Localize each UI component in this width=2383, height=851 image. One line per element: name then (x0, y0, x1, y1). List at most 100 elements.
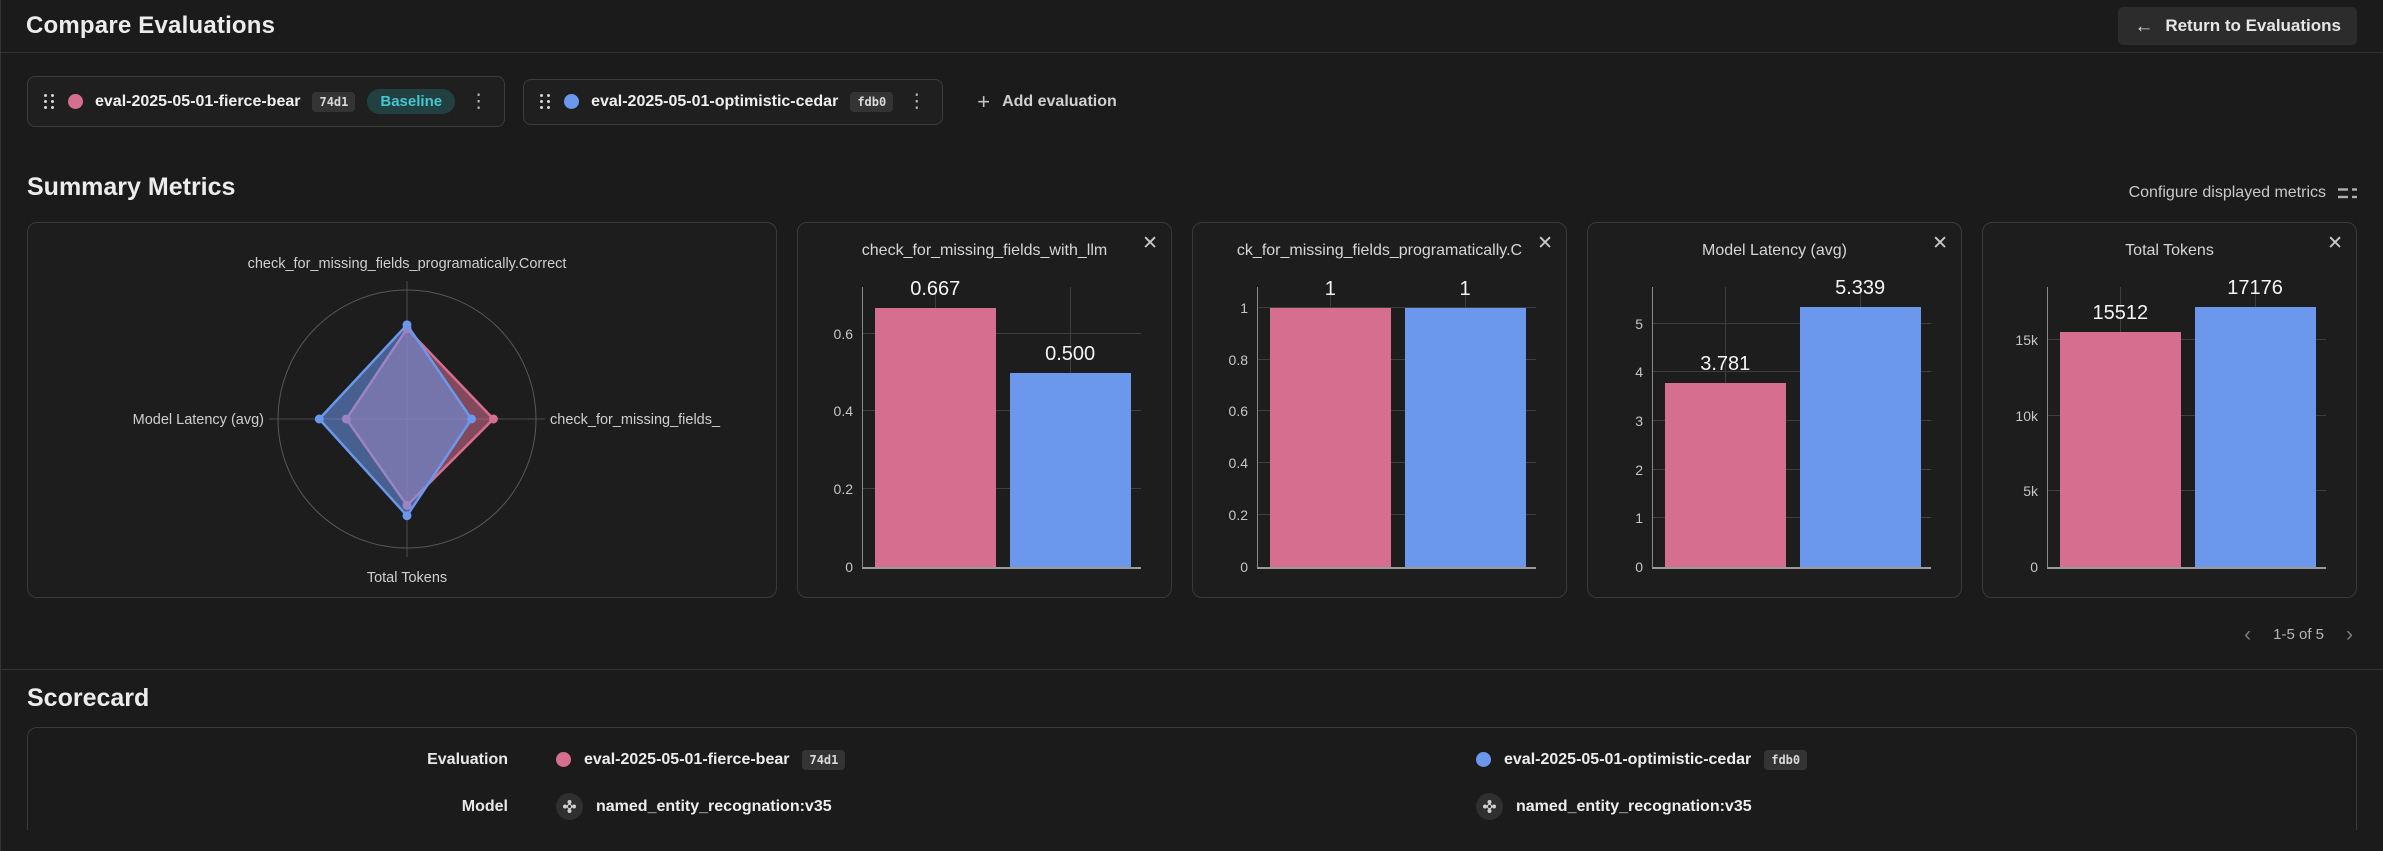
bar-value-label: 3.781 (1700, 352, 1751, 375)
close-icon[interactable]: ✕ (1932, 233, 1948, 254)
drag-handle-icon[interactable] (538, 92, 552, 111)
bar-series-0 (874, 307, 996, 567)
y-axis-tick-label: 0.4 (833, 403, 853, 420)
svg-text:check_for_missing_fields_progr: check_for_missing_fields_programatically… (248, 256, 567, 272)
scorecard-row-evaluation: Evaluation eval-2025-05-01-fierce-bear 7… (28, 736, 2356, 783)
scorecard-model-cell: named_entity_recognation:v35 (508, 793, 1428, 820)
scorecard-panel: Evaluation eval-2025-05-01-fierce-bear 7… (27, 727, 2357, 830)
bar-value-label: 0.667 (910, 277, 961, 300)
drag-handle-icon[interactable] (42, 92, 56, 111)
y-axis-tick-label: 15k (2015, 331, 2038, 348)
page-title: Compare Evaluations (26, 12, 276, 39)
return-button-label: Return to Evaluations (2165, 16, 2341, 35)
model-name[interactable]: named_entity_recognation:v35 (596, 797, 832, 815)
close-icon[interactable]: ✕ (1537, 233, 1553, 254)
y-axis-tick-label: 5 (1635, 315, 1643, 332)
bar-value-label: 17176 (2227, 277, 2283, 300)
bar-value-label: 0.500 (1045, 342, 1096, 365)
kebab-menu-icon[interactable]: ⋮ (907, 91, 927, 112)
evaluation-name: eval-2025-05-01-optimistic-cedar (591, 92, 839, 110)
chart-title: Total Tokens (2125, 242, 2214, 259)
evaluation-hash-badge: fdb0 (1764, 749, 1808, 770)
bar-value-label: 5.339 (1835, 277, 1886, 300)
evaluation-hash-badge: 74d1 (312, 91, 356, 112)
bar-chart: 0 1 2 3 4 5 3.781 5.339 (1635, 277, 1931, 575)
scorecard-row-model: Model named_entity_recognation:v35 (28, 783, 2356, 830)
svg-text:Total Tokens: Total Tokens (367, 570, 447, 586)
metric-chart-card: ✕ Total Tokens 0 5k 10k 15k 15512 17176 (1982, 222, 2357, 598)
model-icon (556, 793, 583, 820)
evaluation-color-dot (564, 94, 580, 109)
metric-chart-card: ✕ check_for_missing_fields_with_llm 0 0.2… (797, 222, 1172, 598)
add-evaluation-button[interactable]: + Add evaluation (971, 90, 1123, 114)
scorecard-row-label: Model (461, 797, 508, 815)
configure-displayed-metrics-button[interactable]: Configure displayed metrics (2129, 184, 2357, 202)
chart-title: check_for_missing_fields_with_llm (861, 242, 1108, 259)
bar-chart: 0 0.2 0.4 0.6 0.667 0.500 (834, 278, 1141, 575)
evaluation-name: eval-2025-05-01-fierce-bear (95, 92, 301, 110)
y-axis-tick-label: 0.2 (833, 481, 853, 498)
bar-value-label: 1 (1459, 277, 1471, 300)
svg-text:Model Latency (avg): Model Latency (avg) (133, 412, 264, 428)
chevron-right-icon[interactable]: › (2346, 623, 2353, 646)
y-axis-tick-label: 0.4 (1228, 455, 1248, 472)
top-bar: Compare Evaluations ← Return to Evaluati… (1, 0, 2383, 53)
y-axis-tick-label: 0 (1240, 559, 1248, 575)
scorecard-evaluation-cell: eval-2025-05-01-optimistic-cedar fdb0 (1428, 749, 2356, 770)
evaluation-color-dot (68, 94, 83, 109)
y-axis-tick-label: 0.8 (1228, 351, 1248, 368)
evaluation-hash-badge: fdb0 (850, 91, 894, 112)
baseline-badge: Baseline (367, 89, 456, 114)
y-axis-tick-label: 0 (2030, 559, 2038, 575)
y-axis-tick-label: 0.6 (1228, 403, 1248, 420)
scorecard-model-cell: named_entity_recognation:v35 (1428, 793, 2356, 820)
bar-series-0 (1269, 307, 1391, 567)
close-icon[interactable]: ✕ (1142, 233, 1158, 254)
y-axis-tick-label: 0 (845, 559, 853, 575)
section-divider (1, 669, 2383, 670)
y-axis-tick-label: 5k (2023, 483, 2038, 500)
scorecard-evaluation-cell: eval-2025-05-01-fierce-bear 74d1 (508, 749, 1428, 770)
summary-metric-cards: check_for_missing_fields_programatically… (27, 222, 2357, 598)
configure-metrics-icon (2338, 187, 2357, 198)
bar-chart: 0 5k 10k 15k 15512 17176 (2015, 277, 2326, 575)
add-evaluation-label: Add evaluation (1002, 92, 1117, 110)
chart-title: Model Latency (avg) (1702, 242, 1847, 259)
model-name[interactable]: named_entity_recognation:v35 (1516, 797, 1752, 815)
chevron-left-icon[interactable]: ‹ (2244, 623, 2252, 646)
bar-series-1 (1404, 307, 1526, 567)
y-axis-tick-label: 0.6 (833, 325, 853, 342)
metric-chart-card: ✕ Model Latency (avg) 0 1 2 3 4 5 3.781 5.339 (1587, 222, 1962, 598)
model-icon (1476, 793, 1503, 820)
back-arrow-icon: ← (2134, 15, 2154, 37)
y-axis-tick-label: 1 (1240, 299, 1248, 316)
bar-series-1 (1799, 307, 1921, 567)
bar-series-1 (1009, 372, 1131, 567)
plus-icon: + (977, 88, 991, 114)
scorecard-row-label: Evaluation (427, 750, 508, 768)
bar-series-0 (1664, 382, 1786, 567)
y-axis-tick-label: 3 (1635, 412, 1643, 429)
evaluation-chip-baseline[interactable]: eval-2025-05-01-fierce-bear 74d1 Baselin… (27, 76, 506, 127)
bar-value-label: 15512 (2092, 302, 2149, 325)
evaluation-name[interactable]: eval-2025-05-01-optimistic-cedar (1504, 750, 1752, 768)
bar-series-1 (2194, 307, 2316, 567)
bar-series-0 (2059, 332, 2181, 567)
y-axis-tick-label: 1 (1635, 510, 1643, 527)
evaluation-name[interactable]: eval-2025-05-01-fierce-bear (584, 750, 790, 768)
y-axis-tick-label: 2 (1635, 461, 1643, 478)
y-axis-tick-label: 10k (2015, 407, 2038, 424)
return-to-evaluations-button[interactable]: ← Return to Evaluations (2118, 7, 2357, 45)
chart-title: ck_for_missing_fields_programatically.C (1236, 242, 1523, 259)
summary-metrics-title: Summary Metrics (27, 173, 236, 201)
kebab-menu-icon[interactable]: ⋮ (469, 91, 489, 112)
metric-chart-card: ✕ ck_for_missing_fields_programatically.… (1192, 222, 1567, 598)
radar-chart: check_for_missing_fields_programatically… (28, 223, 776, 602)
close-icon[interactable]: ✕ (2327, 233, 2343, 254)
evaluation-hash-badge: 74d1 (802, 749, 846, 770)
evaluation-chip-compare[interactable]: eval-2025-05-01-optimistic-cedar fdb0 ⋮ (523, 78, 944, 125)
evaluation-color-dot (556, 752, 571, 767)
summary-metrics-header: Summary Metrics Configure displayed metr… (27, 173, 2357, 202)
configure-metrics-label: Configure displayed metrics (2128, 184, 2326, 201)
